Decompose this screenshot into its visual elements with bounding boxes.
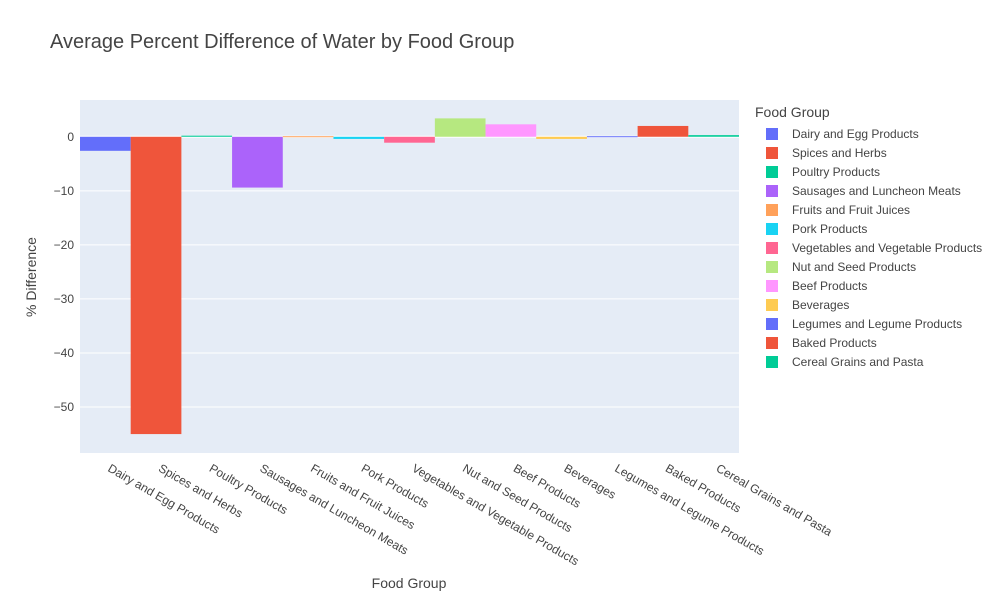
legend-swatch	[766, 222, 778, 235]
legend-label: Nut and Seed Products	[792, 259, 917, 274]
legend-item[interactable]: Baked Products	[755, 333, 982, 352]
y-tick-label: −10	[54, 184, 75, 198]
bar[interactable]	[333, 136, 385, 139]
legend-swatch	[766, 127, 778, 140]
bar[interactable]	[232, 136, 283, 188]
bars	[80, 118, 739, 435]
bar[interactable]	[282, 136, 334, 138]
bar[interactable]	[130, 136, 182, 435]
legend-item[interactable]: Dairy and Egg Products	[755, 124, 982, 143]
y-tick-label: −40	[54, 346, 75, 360]
legend-label: Fruits and Fruit Juices	[792, 202, 911, 217]
legend-swatch	[766, 336, 778, 349]
y-tick-label: −50	[54, 400, 75, 414]
legend-title: Food Group	[755, 104, 830, 120]
legend-swatch	[766, 241, 778, 254]
bar[interactable]	[586, 136, 638, 138]
legend-swatch	[766, 355, 778, 368]
legend-item[interactable]: Vegetables and Vegetable Products	[755, 238, 982, 257]
bar[interactable]	[536, 136, 587, 139]
y-tick-label: −30	[54, 292, 75, 306]
legend-label: Spices and Herbs	[792, 145, 887, 160]
legend-label: Baked Products	[792, 335, 877, 350]
bar[interactable]	[688, 135, 739, 137]
legend-item[interactable]: Nut and Seed Products	[755, 257, 982, 276]
legend-item[interactable]: Beverages	[755, 295, 982, 314]
legend-swatch	[766, 279, 778, 292]
y-tick-label: −20	[54, 238, 75, 252]
legend-label: Legumes and Legume Products	[792, 316, 963, 331]
legend-item[interactable]: Spices and Herbs	[755, 143, 982, 162]
legend-swatch	[766, 203, 778, 216]
legend-swatch	[766, 184, 778, 197]
legend-item[interactable]: Poultry Products	[755, 162, 982, 181]
legend-label: Dairy and Egg Products	[792, 126, 919, 141]
chart-title: Average Percent Difference of Water by F…	[50, 31, 515, 53]
legend-swatch	[766, 317, 778, 330]
legend-label: Beverages	[792, 297, 850, 312]
legend-swatch	[766, 260, 778, 273]
legend-label: Cereal Grains and Pasta	[792, 354, 924, 369]
legend-item[interactable]: Legumes and Legume Products	[755, 314, 982, 333]
bar[interactable]	[637, 125, 689, 137]
legend-item[interactable]: Cereal Grains and Pasta	[755, 352, 982, 371]
plot-area	[80, 100, 739, 453]
bar[interactable]	[485, 124, 537, 137]
legend-label: Beef Products	[792, 278, 868, 293]
bar[interactable]	[80, 136, 131, 151]
x-axis-label: Food Group	[372, 575, 447, 591]
legend-item[interactable]: Beef Products	[755, 276, 982, 295]
bar[interactable]	[434, 118, 486, 137]
legend-label: Vegetables and Vegetable Products	[792, 240, 983, 255]
legend-label: Sausages and Luncheon Meats	[792, 183, 961, 198]
legend-label: Pork Products	[792, 221, 868, 236]
y-axis-label: % Difference	[23, 237, 39, 317]
y-axis-ticks: 0 −10 −20 −30 −40 −50	[54, 130, 75, 414]
legend-item[interactable]: Pork Products	[755, 219, 982, 238]
legend-swatch	[766, 298, 778, 311]
bar[interactable]	[384, 136, 435, 143]
legend-swatch	[766, 146, 778, 159]
legend: Food Group Dairy and Egg Products Spices …	[755, 104, 982, 371]
legend-swatch	[766, 165, 778, 178]
y-tick-label: 0	[67, 130, 74, 144]
legend-label: Poultry Products	[792, 164, 881, 179]
legend-item[interactable]: Sausages and Luncheon Meats	[755, 181, 982, 200]
bar[interactable]	[181, 135, 233, 137]
legend-item[interactable]: Fruits and Fruit Juices	[755, 200, 982, 219]
